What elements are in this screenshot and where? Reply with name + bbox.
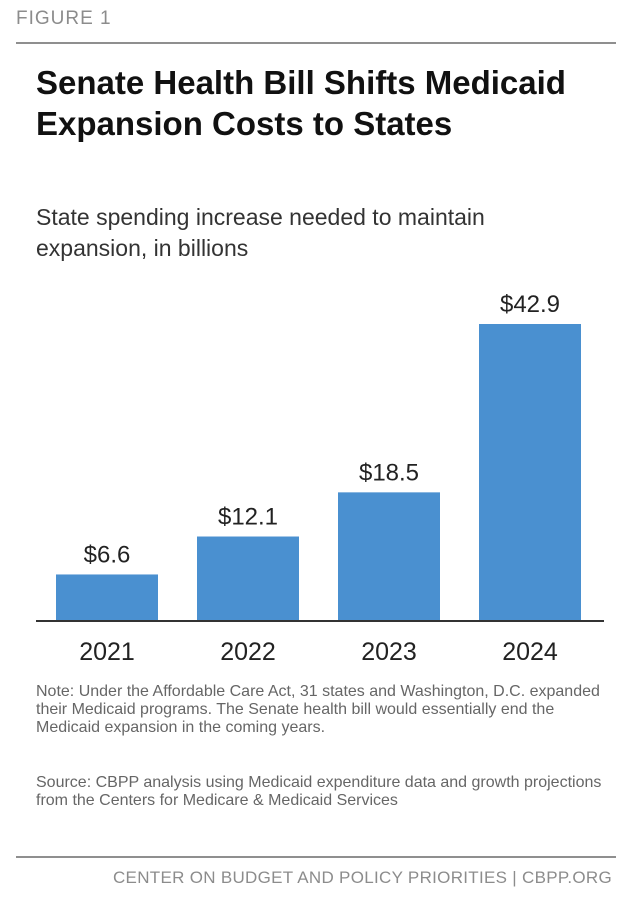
data-label-2022: $12.1: [218, 504, 278, 531]
bar-2022: [197, 536, 299, 620]
x-tick-2022: 2022: [220, 638, 276, 666]
x-tick-2024: 2024: [502, 638, 558, 666]
bar-2021: [56, 574, 158, 620]
chart-title: Senate Health Bill Shifts Medicaid Expan…: [36, 64, 566, 142]
chart-source: Source: CBPP analysis using Medicaid exp…: [36, 774, 602, 809]
figure-label: FIGURE 1: [16, 8, 112, 29]
bar-2023: [338, 492, 440, 620]
chart-note: Note: Under the Affordable Care Act, 31 …: [36, 683, 600, 736]
data-label-2021: $6.6: [84, 541, 131, 568]
x-tick-2023: 2023: [361, 638, 417, 666]
bar-chart: $6.6 2021 $12.1 2022 $18.5 2023 $42.9 2024: [36, 291, 604, 666]
bottom-divider: [16, 856, 616, 858]
data-label-2024: $42.9: [500, 291, 560, 318]
top-divider: [16, 42, 616, 44]
footer-credit: CENTER ON BUDGET AND POLICY PRIORITIES |…: [112, 868, 612, 887]
data-label-2023: $18.5: [359, 459, 419, 486]
bar-2024: [479, 324, 581, 620]
chart-subtitle: State spending increase needed to mainta…: [36, 204, 485, 261]
x-tick-2021: 2021: [79, 638, 135, 666]
